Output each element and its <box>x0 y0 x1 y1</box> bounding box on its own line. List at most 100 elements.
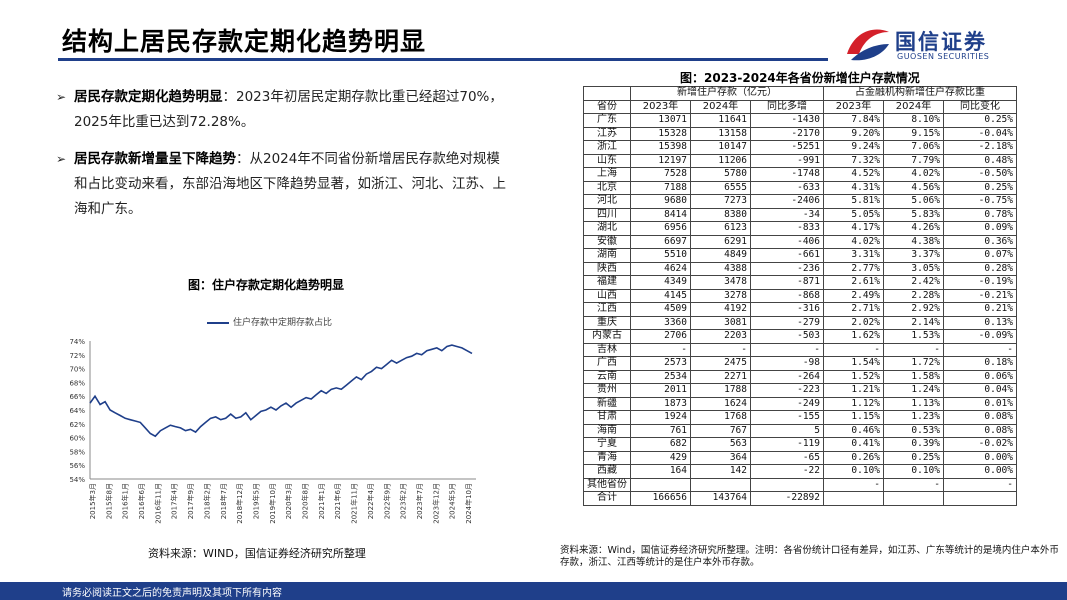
footer-disclaimer: 请务必阅读正文之后的免责声明及其项下所有内容 <box>62 588 282 599</box>
value-cell: -2170 <box>750 126 824 141</box>
x-tick-label: 2023年2月 <box>399 483 408 519</box>
value-cell: 164 <box>630 464 691 479</box>
value-cell: -236 <box>750 261 824 276</box>
table-row: 重庆 3360 3081 -279 2.02% 2.14% 0.13% <box>583 315 1017 330</box>
value-cell: 2.49% <box>823 288 884 303</box>
table-row: 上海 7528 5780 -1748 4.52% 4.02% -0.50% <box>583 167 1017 182</box>
province-cell: 吉林 <box>583 342 631 357</box>
value-cell: 1.58% <box>883 369 944 384</box>
value-cell: 9.24% <box>823 140 884 155</box>
value-cell: - <box>690 342 751 357</box>
value-cell: 4388 <box>690 261 751 276</box>
value-cell: 10147 <box>690 140 751 155</box>
province-cell: 山东 <box>583 153 631 168</box>
bullet-head: 居民存款定期化趋势明显 <box>74 89 223 105</box>
province-cell: 新疆 <box>583 396 631 411</box>
province-deposit-table: 新增住户存款（亿元） 占金融机构新增住户存款比重 省份 2023年 2024年 同比多增 2… <box>583 86 1017 506</box>
value-cell: 7273 <box>690 194 751 209</box>
province-cell: 湖南 <box>583 248 631 263</box>
value-cell: 0.00% <box>943 450 1017 465</box>
table-row: 浙江 15398 10147 -5251 9.24% 7.06% -2.18% <box>583 140 1017 155</box>
value-cell: 4.31% <box>823 180 884 195</box>
guosen-logo-icon <box>847 29 889 61</box>
table-row: 湖北 6956 6123 -833 4.17% 4.26% 0.09% <box>583 221 1017 236</box>
province-cell: 江苏 <box>583 126 631 141</box>
value-cell: -65 <box>750 450 824 465</box>
value-cell: - <box>630 342 691 357</box>
value-cell: 2706 <box>630 329 691 344</box>
value-cell: 1.53% <box>883 329 944 344</box>
value-cell: 7.84% <box>823 113 884 128</box>
x-tick-label: 2016年1月 <box>121 483 130 519</box>
value-cell: -0.04% <box>943 126 1017 141</box>
table-row: 广东 13071 11641 -1430 7.84% 8.10% 0.25% <box>583 113 1017 128</box>
deposit-ratio-chart: 74% 72% 70% 68% 66% 64% 62% 60% 58% 56% 54%2015年3月… <box>69 338 476 524</box>
table-row: 北京 7188 6555 -633 4.31% 4.56% 0.25% <box>583 180 1017 195</box>
value-cell: 0.25% <box>943 180 1017 195</box>
value-cell: 8414 <box>630 207 691 222</box>
province-cell: 其他省份 <box>583 477 631 492</box>
province-cell: 海南 <box>583 423 631 438</box>
value-cell: 9.20% <box>823 126 884 141</box>
value-cell: 0.10% <box>823 464 884 479</box>
province-cell: 贵州 <box>583 383 631 398</box>
value-cell: -98 <box>750 356 824 371</box>
table-corner-cell <box>583 86 631 101</box>
province-cell: 甘肃 <box>583 410 631 425</box>
table-column-header: 省份 2023年 2024年 同比多增 2023年 2024年 同比变化 <box>583 99 1017 114</box>
value-cell: -1430 <box>750 113 824 128</box>
table-row: 内蒙古 2706 2203 -503 1.62% 1.53% -0.09% <box>583 329 1017 344</box>
x-tick-label: 2019年10月 <box>268 483 277 524</box>
y-tick-label: 68% <box>69 379 85 387</box>
value-cell: 9680 <box>630 194 691 209</box>
value-cell: 1.13% <box>883 396 944 411</box>
x-tick-label: 2022年9月 <box>382 483 391 519</box>
value-cell: 2.92% <box>883 302 944 317</box>
value-cell: 1.12% <box>823 396 884 411</box>
value-cell: 7.79% <box>883 153 944 168</box>
value-cell: 682 <box>630 437 691 452</box>
chart-legend: 住户存款中定期存款占比 <box>207 315 332 328</box>
x-tick-label: 2016年6月 <box>137 483 146 519</box>
x-tick-label: 2021年1月 <box>317 483 326 519</box>
column-header: 省份 <box>583 99 631 114</box>
y-tick-label: 60% <box>69 435 85 443</box>
value-cell: -833 <box>750 221 824 236</box>
value-cell: -22 <box>750 464 824 479</box>
value-cell: -223 <box>750 383 824 398</box>
value-cell: 3.31% <box>823 248 884 263</box>
value-cell: 2.14% <box>883 315 944 330</box>
value-cell: -0.50% <box>943 167 1017 182</box>
province-cell: 合计 <box>583 491 631 506</box>
value-cell: 761 <box>630 423 691 438</box>
table-row: 宁夏 682 563 -119 0.41% 0.39% -0.02% <box>583 437 1017 452</box>
value-cell: -661 <box>750 248 824 263</box>
value-cell: -0.19% <box>943 275 1017 290</box>
column-header: 同比变化 <box>943 99 1017 114</box>
value-cell: -119 <box>750 437 824 452</box>
value-cell: 0.25% <box>883 450 944 465</box>
table-row: 四川 8414 8380 -34 5.05% 5.83% 0.78% <box>583 207 1017 222</box>
province-cell: 安徽 <box>583 234 631 249</box>
table-source: 资料来源：Wind，国信证券经济研究所整理。注明：各省份统计口径有差异，如江苏、… <box>560 545 1059 568</box>
table-group-header: 新增住户存款（亿元） 占金融机构新增住户存款比重 <box>583 86 1017 101</box>
value-cell: 1.72% <box>883 356 944 371</box>
value-cell: 3278 <box>690 288 751 303</box>
value-cell: 2.28% <box>883 288 944 303</box>
value-cell: -633 <box>750 180 824 195</box>
value-cell: 2534 <box>630 369 691 384</box>
table-row: 江西 4509 4192 -316 2.71% 2.92% 0.21% <box>583 302 1017 317</box>
value-cell: 364 <box>690 450 751 465</box>
bullet-list: ➢ 居民存款定期化趋势明显：2023年初居民定期存款比重已经超过70%，2025年… <box>56 85 506 234</box>
value-cell: 5.81% <box>823 194 884 209</box>
value-cell: - <box>750 342 824 357</box>
value-cell <box>750 477 824 492</box>
x-tick-label: 2016年11月 <box>153 483 162 524</box>
value-cell: - <box>883 342 944 357</box>
table-row: 海南 761 767 5 0.46% 0.53% 0.08% <box>583 423 1017 438</box>
value-cell: 9.15% <box>883 126 944 141</box>
series-line-deposit-ratio <box>89 344 473 438</box>
x-tick-label: 2015年8月 <box>104 483 113 519</box>
value-cell: 1.23% <box>883 410 944 425</box>
province-cell: 内蒙古 <box>583 329 631 344</box>
